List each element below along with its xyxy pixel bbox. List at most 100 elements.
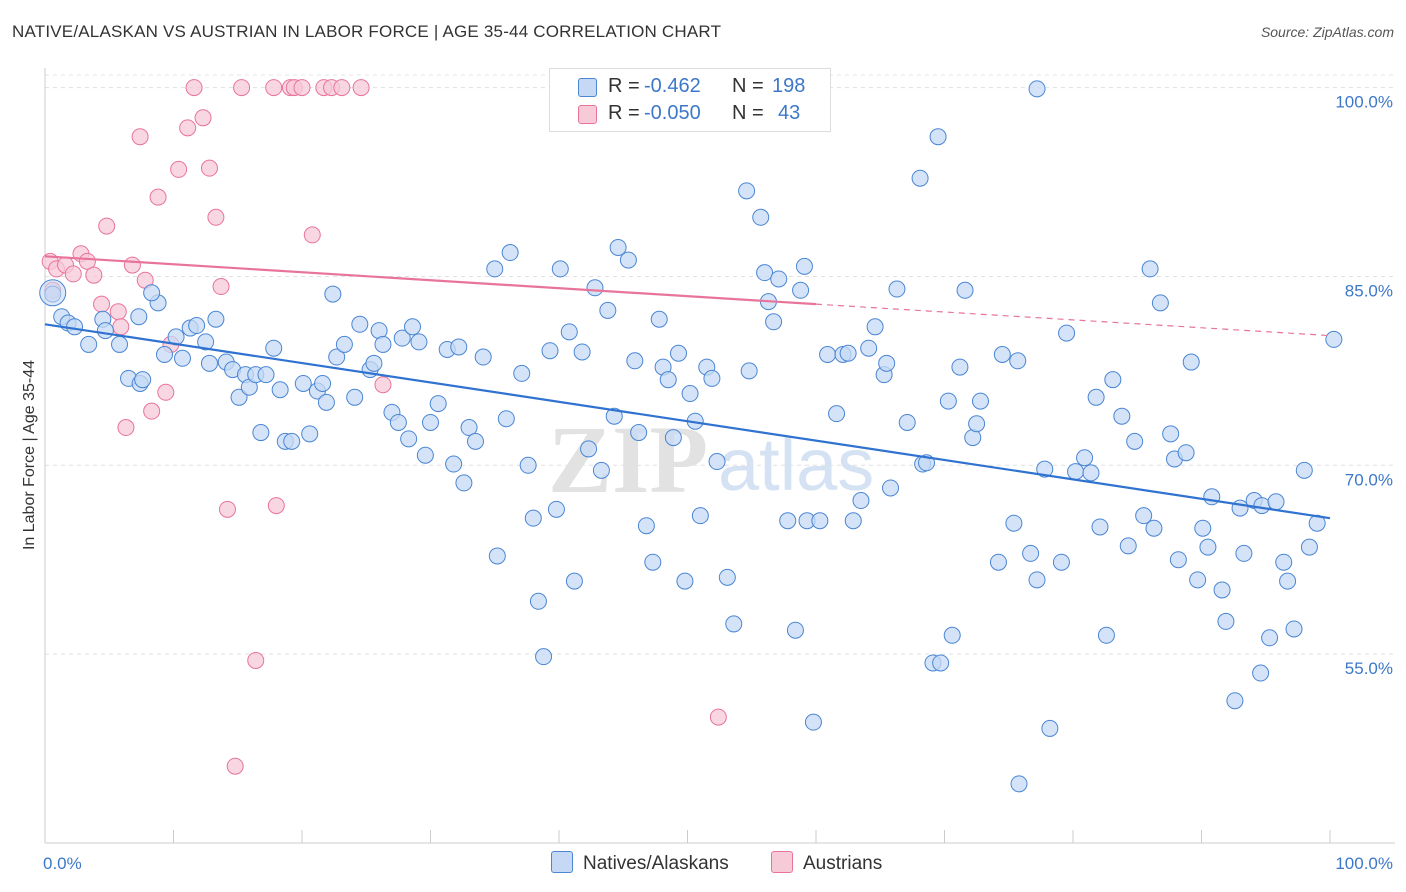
native-point [839, 344, 857, 362]
native-point [811, 512, 829, 530]
native-point [592, 461, 610, 479]
native-point [134, 371, 152, 389]
native-point [410, 333, 428, 351]
trend-line-austrians-extension [815, 303, 1331, 337]
native-point [756, 264, 774, 282]
native-point [932, 654, 950, 672]
austrian-point [226, 757, 244, 775]
native-point [1162, 425, 1180, 443]
native-point [708, 453, 726, 471]
native-point [1199, 538, 1217, 556]
legend-r-label-1: R = [608, 75, 640, 97]
native-point [580, 440, 598, 458]
native-point [1285, 620, 1303, 638]
legend-swatch-austrians [578, 105, 597, 124]
native-point [1028, 571, 1046, 589]
austrian-point [247, 651, 265, 669]
legend-swatch-natives [578, 78, 597, 97]
native-point [626, 352, 644, 370]
native-point [565, 572, 583, 590]
native-point [1097, 626, 1115, 644]
austrian-point [200, 159, 218, 177]
native-point [1028, 80, 1046, 98]
native-point [1182, 353, 1200, 371]
native-point [488, 547, 506, 565]
native-point [1052, 553, 1070, 571]
native-point [792, 281, 810, 299]
native-point [968, 415, 986, 433]
native-point [547, 500, 565, 518]
native-point [676, 572, 694, 590]
legend-r-value-2: -0.050 [644, 102, 701, 124]
native-point [416, 446, 434, 464]
native-point [429, 395, 447, 413]
native-point [541, 342, 559, 360]
native-point [1275, 553, 1293, 571]
native-point [738, 182, 756, 200]
native-point [1067, 463, 1085, 481]
native-point [314, 374, 332, 392]
austrian-point [143, 402, 161, 420]
native-point [524, 509, 542, 527]
native-point [725, 615, 743, 633]
native-point [1279, 572, 1297, 590]
native-point [1300, 538, 1318, 556]
native-point [1169, 551, 1187, 569]
native-point [888, 280, 906, 298]
bottom-legend-swatch-natives [551, 851, 573, 873]
native-point [173, 349, 191, 367]
austrian-point [303, 226, 321, 244]
native-point [951, 358, 969, 376]
native-point [1231, 499, 1249, 517]
austrian-point [233, 79, 251, 97]
legend-n-value-2: 43 [778, 102, 801, 124]
native-point [422, 413, 439, 431]
native-point [1177, 444, 1195, 462]
native-point [1036, 460, 1054, 478]
native-point [898, 413, 916, 431]
native-point [1325, 330, 1343, 348]
watermark-zip: ZIP [548, 406, 708, 513]
y-tick-label-1: 85.0% [1345, 281, 1393, 300]
native-point [1087, 388, 1105, 406]
y-tick-labels: 100.0% 85.0% 70.0% 55.0% [1335, 93, 1393, 679]
native-point [664, 429, 682, 447]
native-point [819, 346, 837, 364]
native-point [1213, 581, 1231, 599]
native-point [96, 322, 114, 340]
native-point [1076, 449, 1094, 467]
native-point [497, 410, 515, 428]
legend-r-label-2: R = [608, 102, 640, 124]
austrian-point [98, 217, 116, 235]
native-point [586, 279, 604, 297]
native-point [1295, 461, 1313, 479]
native-point [911, 169, 929, 187]
native-point [335, 335, 353, 353]
x-tick-label-0: 0.0% [43, 854, 82, 873]
native-point [1009, 352, 1027, 370]
native-point [466, 432, 484, 450]
bottom-legend-label-austrians: Austrians [803, 853, 883, 874]
native-point [513, 364, 531, 382]
watermark-atlas: atlas [718, 423, 874, 506]
trend-lines [44, 255, 1331, 520]
trend-line-austrians [44, 255, 817, 306]
native-point [765, 313, 783, 331]
native-point [1217, 612, 1235, 630]
native-point [257, 366, 275, 384]
austrian-point [179, 119, 197, 137]
native-point [529, 592, 547, 610]
native-point [346, 388, 364, 406]
native-point [770, 270, 788, 288]
austrian-point [374, 376, 392, 394]
austrian-point [93, 295, 111, 313]
native-point [450, 338, 468, 356]
native-point [703, 369, 721, 387]
native-point [573, 343, 591, 361]
native-point [786, 621, 804, 639]
native-point [324, 285, 342, 303]
axes [44, 68, 1395, 844]
chart-title: NATIVE/ALASKAN VS AUSTRIAN IN LABOR FORC… [12, 22, 722, 41]
bottom-legend-swatch-austrians [771, 851, 793, 873]
native-point [551, 260, 569, 278]
